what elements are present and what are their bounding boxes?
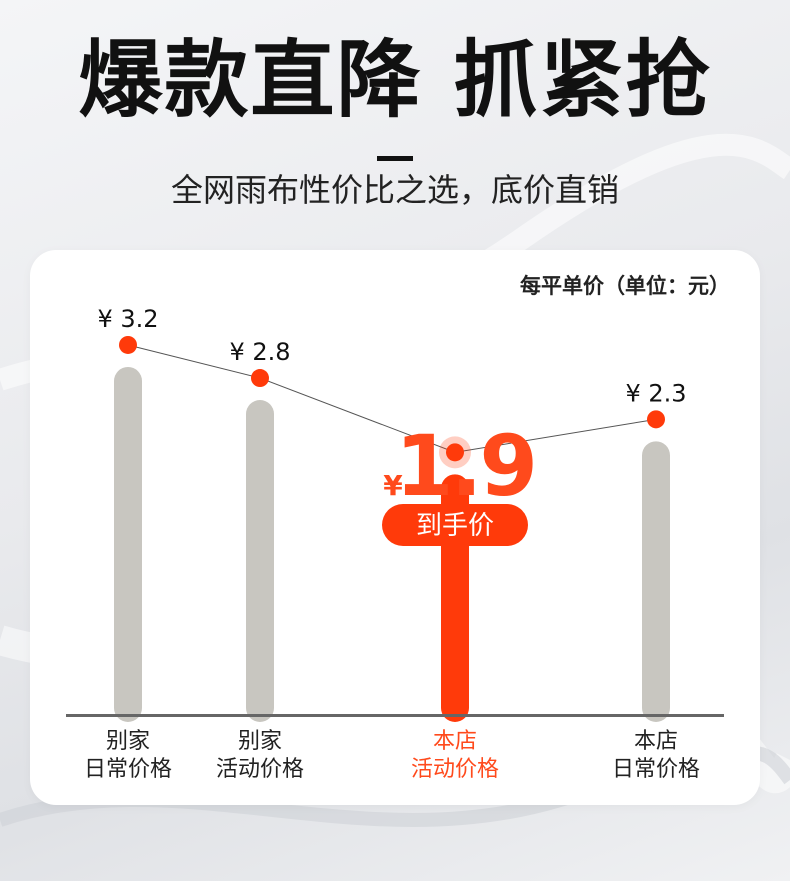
category-label-3: 本店 日常价格	[586, 728, 726, 784]
price-badge	[382, 504, 528, 546]
category-label-0-line1: 别家	[105, 729, 150, 754]
value-label-0: ¥ 3.2	[97, 305, 158, 333]
highlight-currency: ¥	[383, 469, 403, 502]
series-line	[127, 344, 657, 453]
value-label-1: ¥ 2.8	[229, 338, 290, 366]
point-3	[647, 410, 665, 429]
bar-0	[114, 366, 142, 722]
category-label-1-line2: 活动价格	[215, 757, 304, 782]
value-label-2: 1.9	[395, 417, 535, 515]
price-badge-label: 到手价	[416, 511, 494, 541]
unit-label: 每平单价（单位：元）	[520, 274, 730, 298]
bar-3	[642, 441, 670, 722]
category-label-1: 别家 活动价格	[190, 728, 330, 784]
title-divider	[377, 156, 413, 161]
x-axis-line	[66, 714, 724, 717]
value-label-3: ¥ 2.3	[625, 379, 686, 407]
point-2	[446, 443, 464, 462]
category-label-0-line2: 日常价格	[83, 757, 172, 782]
category-label-2: 本店 活动价格	[385, 728, 525, 784]
point-0	[119, 335, 137, 354]
page-title: 爆款直降 抓紧抢	[78, 31, 712, 129]
page-subtitle: 全网雨布性价比之选，底价直销	[170, 171, 619, 209]
category-label-2-line1: 本店	[432, 729, 477, 754]
category-label-3-line2: 日常价格	[611, 757, 700, 782]
category-label-3-line1: 本店	[633, 729, 678, 754]
point-1	[251, 369, 269, 388]
category-label-1-line1: 别家	[237, 729, 282, 754]
category-label-0: 别家 日常价格	[58, 728, 198, 784]
category-label-2-line2: 活动价格	[410, 757, 499, 782]
bar-1	[246, 400, 274, 722]
